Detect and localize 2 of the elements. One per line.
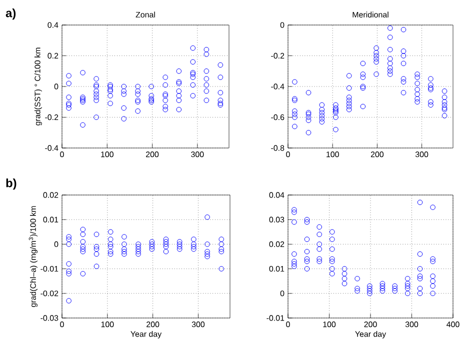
text: a): [6, 8, 16, 20]
text: b): [6, 178, 16, 190]
